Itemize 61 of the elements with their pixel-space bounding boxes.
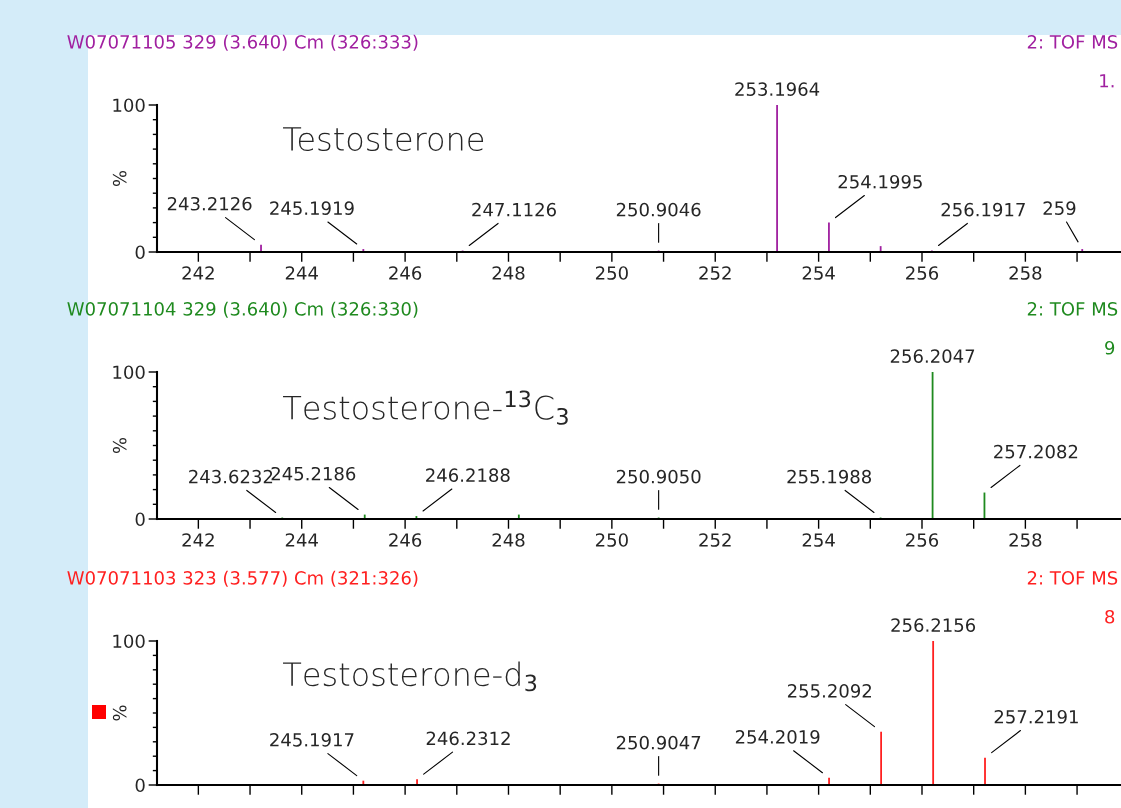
x-tick-label: 256	[906, 266, 939, 280]
x-tick-label: 242	[182, 266, 214, 280]
annotation: 245.2186	[271, 466, 356, 481]
x-tick-label: 246	[389, 266, 422, 280]
annotation: 250.9046	[616, 202, 701, 217]
chart-title: W07071105 329 (3.640) Cm (326:333)	[67, 34, 418, 51]
x-tick-label: 254	[802, 533, 835, 547]
x-tick-label: 248	[492, 266, 525, 280]
y-axis-title: %	[112, 437, 127, 454]
annotation: 256.1917	[941, 202, 1025, 217]
y-tick-label: 100	[113, 98, 145, 113]
annotation: 246.2312	[426, 731, 510, 746]
annotation: 243.2126	[167, 196, 252, 211]
text: 9	[1105, 340, 1115, 355]
x-tick-label: 252	[699, 266, 731, 280]
annotation: 245.1919	[270, 201, 354, 216]
x-tick-label: 252	[699, 533, 731, 547]
annotation: 256.2047	[890, 349, 975, 363]
annotation: 255.2092	[787, 684, 871, 698]
x-tick-label: 248	[492, 533, 525, 547]
chart-subtitle: 2: TOF MS	[1027, 571, 1118, 585]
annotation: Testosterone-$^{13}$C$_{3}$	[283, 390, 568, 425]
annotation: 250.9050	[616, 469, 701, 484]
annotation: 259	[1043, 201, 1076, 216]
y-tick-label: 0	[135, 512, 145, 527]
y-axis-title: %	[112, 705, 127, 721]
x-tick-label: 242	[182, 533, 214, 547]
annotation: 247.1126	[472, 202, 556, 217]
y-tick-label: 0	[135, 778, 145, 793]
x-tick-label: 256	[906, 533, 939, 547]
annotation: 256.2156	[891, 618, 976, 632]
annotation: 254.2019	[735, 730, 820, 744]
text: 8	[1105, 609, 1115, 624]
annotation: 253.1964	[735, 82, 820, 96]
chart-subtitle: 2: TOF MS	[1027, 302, 1118, 316]
x-tick-label: 258	[1009, 533, 1042, 547]
y-tick-label: 100	[113, 634, 145, 649]
annotation: 246.2188	[426, 468, 510, 483]
annotation: 255.1988	[787, 469, 872, 484]
x-tick-label: 250	[595, 266, 628, 280]
y-tick-label: 0	[135, 245, 145, 260]
y-tick-label: 100	[113, 365, 145, 380]
annotation: 243.6232	[189, 469, 273, 484]
annotation: 245.1917	[270, 732, 354, 747]
chart-title: W07071103 323 (3.577) Cm (321:326)	[67, 570, 418, 587]
annotation: 254.1995	[838, 174, 922, 189]
y-axis-title: %	[112, 170, 127, 187]
x-tick-label: 254	[802, 266, 835, 280]
annotation: 257.2191	[994, 709, 1078, 724]
x-tick-label: 250	[595, 533, 628, 547]
x-tick-label: 246	[389, 533, 422, 547]
text: 1.	[1100, 74, 1114, 88]
chart-subtitle: 2: TOF MS	[1027, 35, 1118, 49]
x-tick-label: 244	[285, 533, 318, 547]
annotation: 257.2082	[994, 444, 1078, 459]
annotation: Testosterone-d$_{3}$	[283, 661, 537, 692]
x-tick-label: 244	[285, 266, 318, 280]
annotation: 250.9047	[616, 735, 701, 750]
chart-title: W07071104 329 (3.640) Cm (326:330)	[67, 301, 418, 318]
x-tick-label: 258	[1009, 266, 1042, 280]
annotation: Testosterone	[283, 127, 484, 152]
